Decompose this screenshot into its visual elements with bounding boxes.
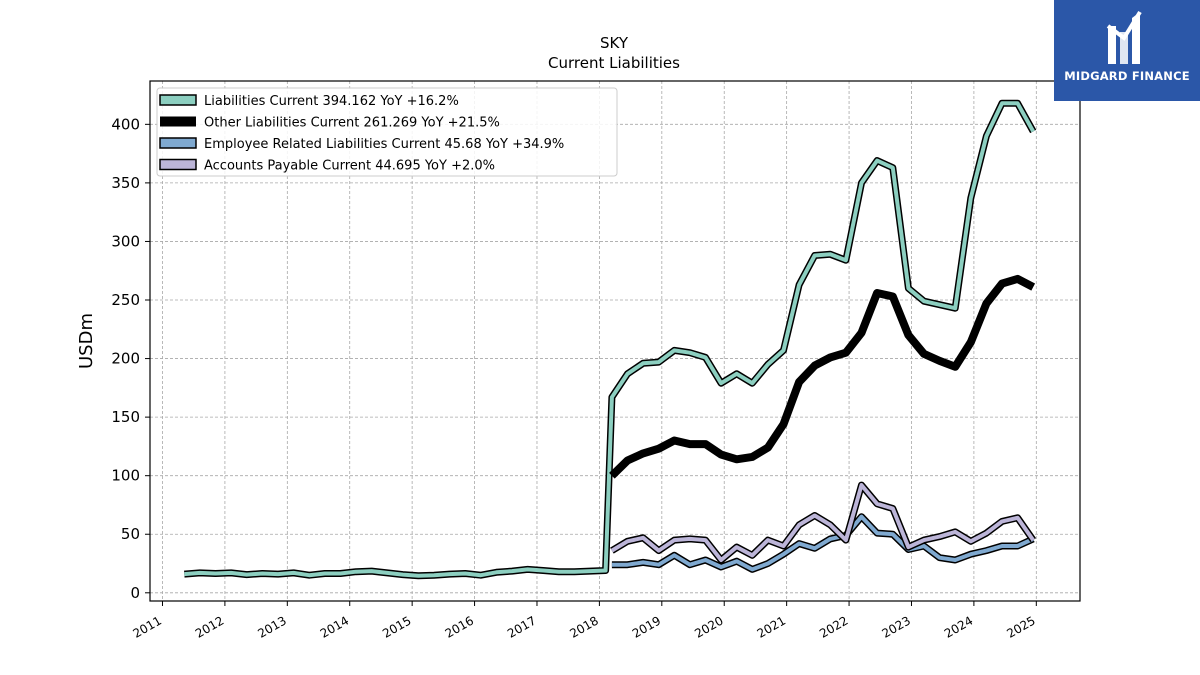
legend-label: Other Liabilities Current 261.269 YoY +2… bbox=[204, 116, 500, 131]
x-tick-label: 2014 bbox=[318, 613, 351, 640]
x-tick-label: 2025 bbox=[1004, 613, 1037, 640]
x-tick-label: 2017 bbox=[505, 613, 538, 640]
chart-subtitle: Current Liabilities bbox=[548, 54, 680, 72]
y-tick-label: 100 bbox=[111, 467, 140, 485]
legend-box bbox=[156, 87, 618, 177]
y-tick-label: 150 bbox=[111, 408, 140, 426]
legend-label: Accounts Payable Current 44.695 YoY +2.0… bbox=[204, 159, 495, 174]
y-tick-label: 250 bbox=[111, 291, 140, 309]
y-tick-label: 350 bbox=[111, 174, 140, 192]
legend: Liabilities Current 394.162 YoY +16.2% Ot… bbox=[156, 87, 618, 177]
x-tick-label: 2016 bbox=[443, 613, 476, 640]
y-axis: 0 50 100 150 200 250 300 350 400 bbox=[111, 115, 150, 602]
x-tick-label: 2022 bbox=[817, 613, 850, 640]
y-tick-label: 300 bbox=[111, 232, 140, 250]
x-tick-label: 2011 bbox=[131, 613, 164, 640]
legend-swatch bbox=[159, 137, 197, 149]
y-tick-label: 50 bbox=[121, 525, 140, 543]
series-line-3 bbox=[610, 483, 1035, 562]
legend-swatch bbox=[160, 116, 196, 127]
y-tick-label: 400 bbox=[111, 115, 140, 133]
x-axis: 2011 2012 2013 2014 2015 2016 2017 2018 2019 2020… bbox=[131, 601, 1038, 641]
y-axis-label: USDm bbox=[76, 313, 97, 369]
legend-swatch bbox=[159, 94, 197, 106]
x-tick-label: 2020 bbox=[692, 613, 725, 640]
x-tick-label: 2018 bbox=[567, 613, 600, 640]
legend-swatch bbox=[159, 158, 197, 171]
plot-frame bbox=[149, 80, 1081, 602]
logo-text: MIDGARD FINANCE bbox=[1064, 69, 1190, 83]
x-tick-label: 2024 bbox=[942, 613, 975, 640]
x-tick-label: 2019 bbox=[630, 613, 663, 640]
series-line-1 bbox=[609, 274, 1036, 479]
legend-label: Employee Related Liabilities Current 45.… bbox=[204, 137, 564, 152]
series-line-2 bbox=[611, 514, 1035, 572]
series-line-0 bbox=[184, 101, 1035, 578]
midgard-finance-logo: MIDGARD FINANCE bbox=[1054, 0, 1200, 101]
y-tick-label: 0 bbox=[130, 584, 140, 602]
y-tick-label: 200 bbox=[111, 350, 140, 368]
series-lines bbox=[184, 99, 1037, 580]
x-tick-label: 2023 bbox=[880, 613, 913, 640]
x-tick-label: 2012 bbox=[193, 613, 226, 640]
x-tick-label: 2013 bbox=[255, 613, 288, 640]
legend-label: Liabilities Current 394.162 YoY +16.2% bbox=[204, 94, 459, 109]
x-tick-label: 2015 bbox=[380, 613, 413, 640]
x-tick-label: 2021 bbox=[755, 613, 788, 640]
logo-mark-icon bbox=[1106, 10, 1142, 64]
chart-title: SKY bbox=[600, 34, 629, 52]
